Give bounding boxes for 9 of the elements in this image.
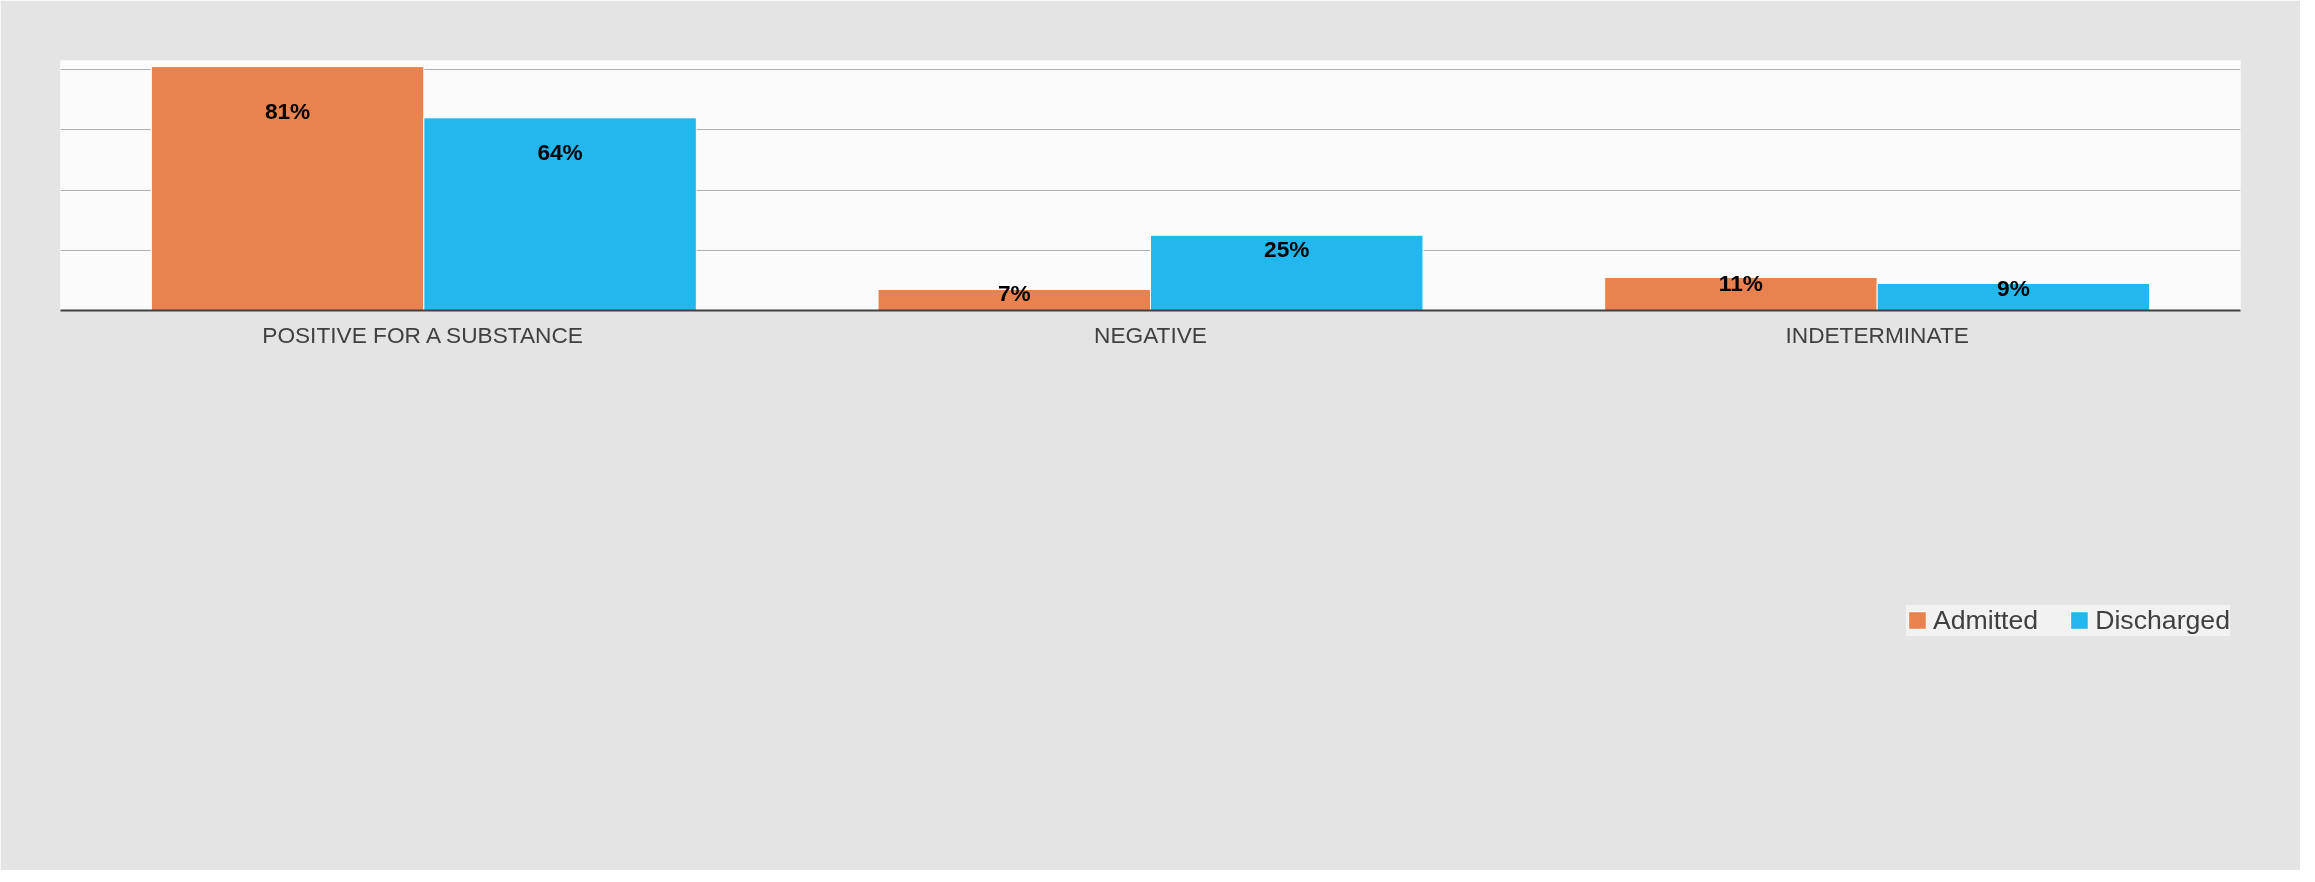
legend-label: Discharged [2095,604,2230,636]
data-label: 81% [264,97,311,124]
data-label: 25% [1264,235,1310,262]
x-tick-label: NEGATIVE [1094,321,1207,348]
data-label: 11% [1718,270,1763,297]
legend-label: Admitted [1932,604,2039,636]
data-label: 64% [537,139,583,166]
x-tick-label: POSITIVE FOR A SUBSTANCE [262,321,583,348]
x-tick-label: INDETERMINATE [1785,321,1969,348]
